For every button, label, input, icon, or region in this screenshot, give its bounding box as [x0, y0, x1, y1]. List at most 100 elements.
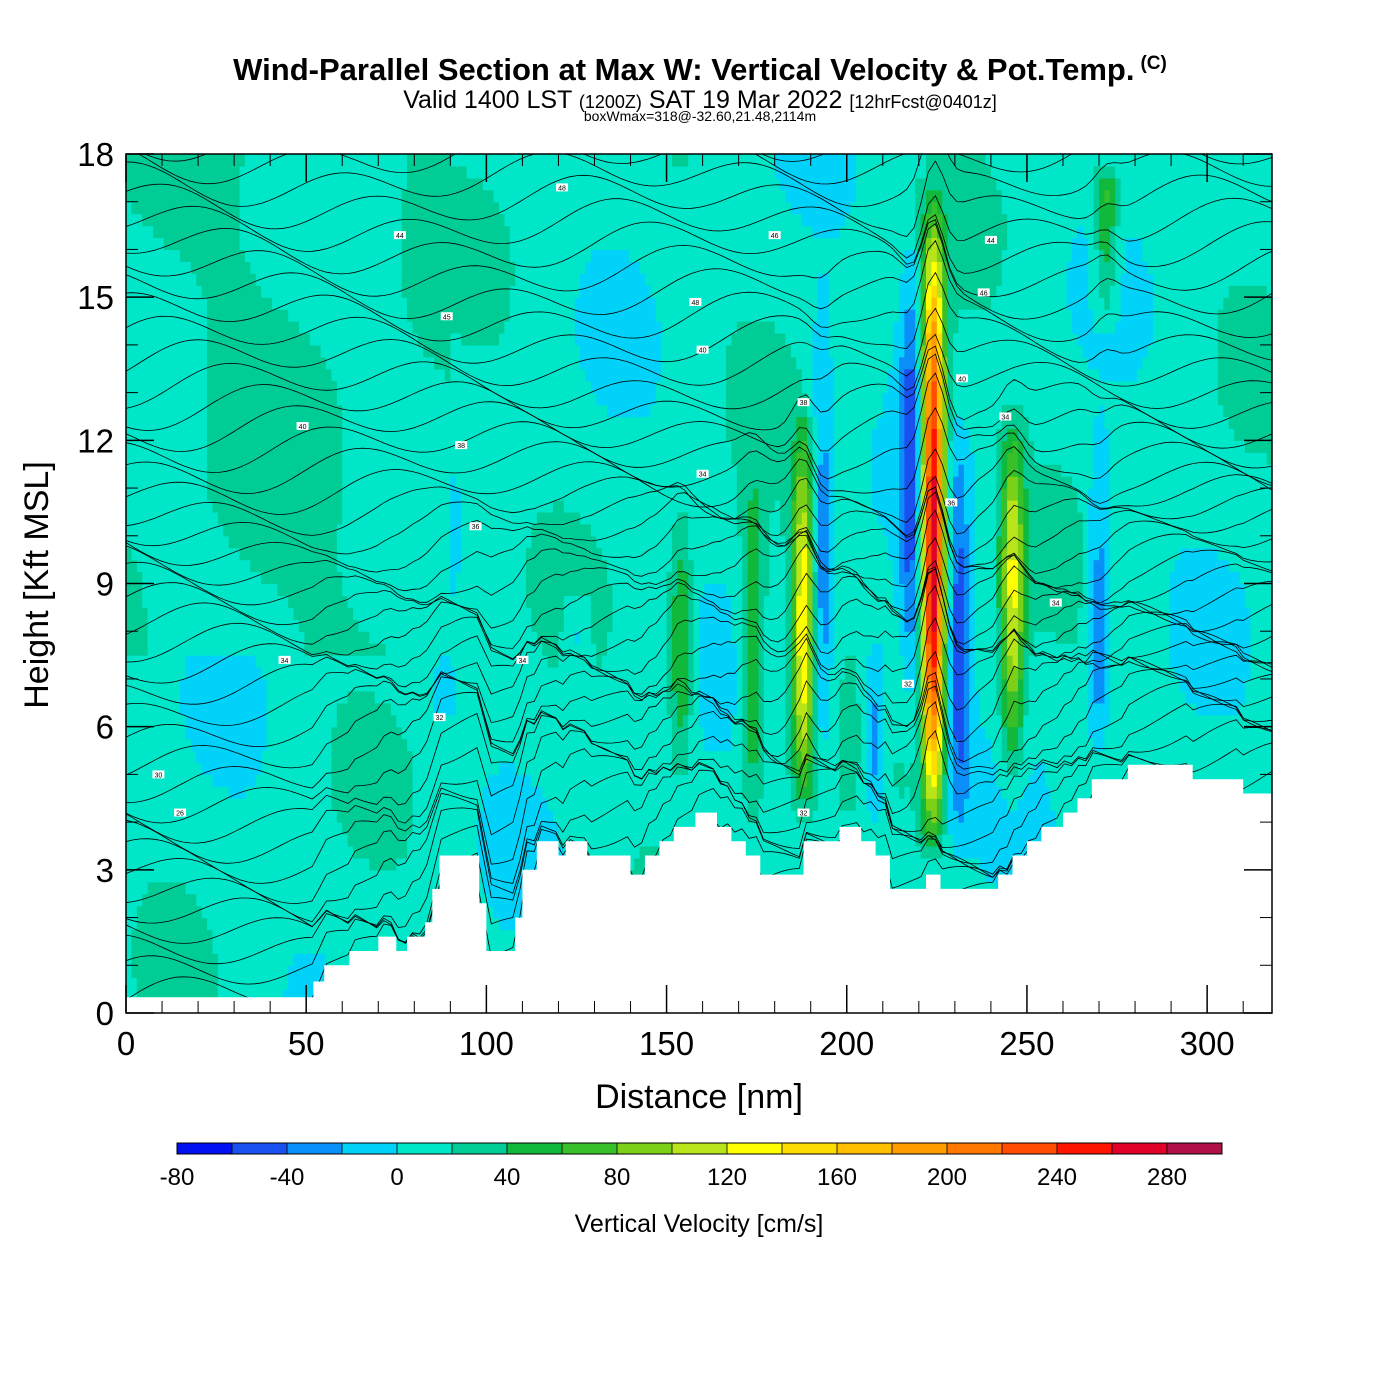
- field-cell: [266, 762, 273, 775]
- field-cell: [450, 488, 457, 501]
- field-cell: [358, 177, 365, 191]
- field-cell: [380, 929, 387, 943]
- field-cell: [434, 643, 441, 656]
- field-cell: [428, 571, 435, 585]
- field-cell: [180, 774, 187, 787]
- field-cell: [196, 404, 203, 418]
- field-cell: [331, 643, 338, 656]
- field-cell: [185, 154, 192, 167]
- field-cell: [347, 261, 354, 274]
- field-cell: [407, 643, 414, 656]
- field-cell: [207, 154, 214, 167]
- field-cell: [439, 452, 446, 465]
- field-cell: [471, 845, 478, 859]
- field-cell: [212, 667, 219, 680]
- field-cell: [493, 511, 500, 525]
- field-cell: [255, 595, 262, 608]
- field-cell: [266, 893, 273, 907]
- field-cell: [315, 857, 322, 871]
- field-cell: [326, 595, 333, 608]
- field-cell: [298, 285, 305, 298]
- field-cell: [298, 392, 305, 406]
- field-cell: [434, 273, 441, 286]
- field-cell: [369, 356, 376, 370]
- field-cell: [298, 702, 305, 716]
- field-cell: [223, 440, 230, 453]
- field-cell: [163, 810, 170, 823]
- field-cell: [234, 595, 241, 608]
- field-cell: [271, 547, 278, 561]
- field-cell: [450, 476, 457, 489]
- field-cell: [293, 786, 300, 799]
- field-cell: [255, 452, 262, 465]
- field-cell: [163, 822, 170, 835]
- field-cell: [331, 798, 338, 811]
- field-cell: [423, 547, 430, 561]
- field-cell: [298, 440, 305, 453]
- field-cell: [153, 941, 160, 954]
- field-cell: [158, 953, 165, 966]
- field-cell: [153, 213, 160, 227]
- field-cell: [190, 905, 197, 919]
- field-cell: [244, 965, 251, 978]
- field-cell: [207, 201, 214, 215]
- field-cell: [190, 917, 197, 931]
- field-cell: [396, 356, 403, 370]
- field-cell: [498, 798, 505, 811]
- field-cell: [190, 810, 197, 823]
- field-cell: [190, 750, 197, 764]
- field-cell: [298, 332, 305, 346]
- field-cell: [444, 285, 451, 298]
- field-cell: [207, 285, 214, 298]
- field-cell: [153, 714, 160, 728]
- field-cell: [126, 774, 133, 787]
- field-cell: [309, 989, 316, 1002]
- field-cell: [255, 738, 262, 752]
- field-cell: [309, 273, 316, 286]
- field-cell: [363, 488, 370, 501]
- field-cell: [293, 237, 300, 251]
- field-cell: [136, 321, 143, 334]
- field-cell: [428, 440, 435, 453]
- field-cell: [493, 535, 500, 549]
- field-cell: [417, 655, 424, 668]
- field-cell: [277, 762, 284, 775]
- field-cell: [163, 273, 170, 286]
- field-cell: [163, 535, 170, 549]
- field-cell: [336, 726, 343, 740]
- field-cell: [401, 845, 408, 859]
- field-cell: [271, 762, 278, 775]
- field-cell: [461, 476, 468, 489]
- field-cell: [169, 356, 176, 370]
- field-cell: [288, 523, 295, 537]
- field-cell: [358, 726, 365, 740]
- field-cell: [401, 201, 408, 215]
- field-cell: [450, 726, 457, 740]
- field-cell: [298, 165, 305, 179]
- field-cell: [336, 607, 343, 620]
- field-cell: [266, 189, 273, 203]
- field-cell: [488, 189, 495, 203]
- field-cell: [412, 774, 419, 787]
- field-cell: [450, 368, 457, 382]
- field-cell: [190, 786, 197, 799]
- field-cell: [428, 249, 435, 262]
- field-cell: [461, 154, 468, 167]
- field-cell: [147, 607, 154, 620]
- field-cell: [147, 905, 154, 919]
- field-cell: [407, 822, 414, 835]
- field-cell: [466, 404, 473, 418]
- field-cell: [358, 702, 365, 716]
- field-cell: [298, 798, 305, 811]
- field-cell: [309, 750, 316, 764]
- field-cell: [353, 738, 360, 752]
- field-cell: [131, 989, 138, 1002]
- field-cell: [223, 523, 230, 537]
- field-cell: [396, 702, 403, 716]
- field-cell: [315, 547, 322, 561]
- field-cell: [207, 237, 214, 251]
- field-cell: [239, 535, 246, 549]
- field-cell: [304, 750, 311, 764]
- field-cell: [142, 845, 149, 859]
- field-cell: [126, 989, 133, 1002]
